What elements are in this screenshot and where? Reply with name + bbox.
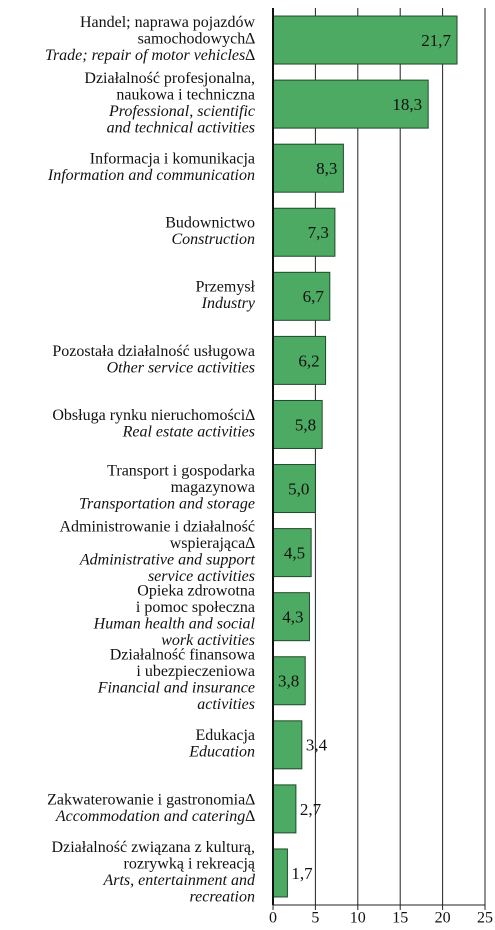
- value-label: 3,4: [306, 736, 328, 755]
- category-label-en: Other service activities: [107, 359, 255, 376]
- category-label-en: Human health and social: [93, 616, 256, 633]
- category-label-en: Construction: [171, 231, 255, 248]
- bar: [272, 784, 297, 834]
- category-label-pl: Administrowanie i działalność: [59, 519, 255, 536]
- value-label: 3,8: [278, 672, 299, 691]
- x-tick-label: 20: [435, 910, 451, 927]
- bar: [272, 464, 316, 514]
- category-label-en: Education: [188, 744, 255, 761]
- category-label-pl: Pozostała działalność usługowa: [52, 343, 255, 360]
- bar: [272, 79, 429, 129]
- value-label: 18,3: [392, 95, 422, 114]
- value-label: 2,7: [300, 800, 322, 819]
- bar: [272, 528, 312, 578]
- category-label-pl: Handel; naprawa pojazdów: [80, 14, 255, 31]
- bar: [272, 592, 310, 642]
- category-label-en: recreation: [190, 888, 255, 905]
- category-label-pl: Obsługa rynku nieruchomości∆: [52, 407, 255, 424]
- x-tick-label: 15: [392, 910, 408, 927]
- category-label-en: and technical activities: [107, 120, 255, 137]
- category-label-en: service activities: [148, 568, 255, 585]
- category-label-pl: Transport i gospodarka: [107, 463, 255, 480]
- x-tick-label: 0: [269, 910, 277, 927]
- category-label-pl: wspierająca∆: [170, 535, 256, 552]
- value-label: 4,3: [282, 608, 303, 627]
- category-label-pl: Działalność związana z kulturą,: [52, 839, 255, 856]
- category-label-pl: Budownictwo: [165, 215, 255, 232]
- category-label-pl: Przemysł: [195, 279, 255, 296]
- value-label: 4,5: [284, 544, 305, 563]
- bar: [272, 399, 323, 449]
- bar: [272, 15, 458, 65]
- category-label-pl: i pomoc społeczna: [136, 599, 255, 616]
- value-label: 6,7: [303, 287, 325, 306]
- category-label-pl: Działalność profesjonalna,: [84, 70, 255, 87]
- value-label: 5,8: [295, 415, 316, 434]
- category-label-pl: i ubezpieczeniowa: [136, 663, 255, 680]
- category-label-en: Trade; repair of motor vehicles∆: [45, 47, 255, 64]
- bar: [272, 207, 336, 257]
- category-label-pl: Edukacja: [195, 727, 255, 744]
- category-label-pl: magazynowa: [171, 479, 255, 496]
- category-label-pl: samochodowych∆: [138, 31, 256, 48]
- x-tick-label: 10: [350, 910, 366, 927]
- category-label-en: Administrative and support: [79, 552, 256, 569]
- value-label: 7,3: [308, 223, 329, 242]
- category-label-en: Financial and insurance: [97, 680, 255, 697]
- category-label-en: work activities: [161, 632, 255, 649]
- category-label-en: Transportation and storage: [79, 496, 255, 513]
- x-tick-label: 25: [477, 910, 493, 927]
- value-label: 1,7: [291, 864, 313, 883]
- x-tick-label: 5: [311, 910, 319, 927]
- value-label: 8,3: [316, 159, 337, 178]
- bar: [272, 848, 288, 898]
- bar: [272, 720, 303, 770]
- category-label-en: Accommodation and catering∆: [55, 808, 255, 825]
- bar: [272, 656, 306, 706]
- category-label-pl: rozrywką i rekreacją: [124, 855, 256, 872]
- value-label: 6,2: [298, 351, 319, 370]
- category-label-en: Professional, scientific: [108, 103, 255, 120]
- category-label-pl: Opieka zdrowotna: [137, 583, 255, 600]
- value-label: 21,7: [421, 31, 451, 50]
- category-label-pl: naukowa i techniczna: [116, 87, 255, 104]
- category-label-en: Information and communication: [47, 167, 255, 184]
- category-label-en: Arts, entertainment and: [102, 872, 256, 889]
- value-label: 5,0: [288, 479, 309, 498]
- category-label-pl: Informacja i komunikacja: [90, 151, 255, 168]
- category-label-en: Real estate activities: [122, 423, 255, 440]
- category-label-pl: Zakwaterowanie i gastronomia∆: [47, 791, 255, 808]
- category-label-pl: Działalność finansowa: [110, 647, 255, 664]
- category-label-en: Industry: [201, 295, 256, 312]
- category-label-en: activities: [197, 696, 255, 713]
